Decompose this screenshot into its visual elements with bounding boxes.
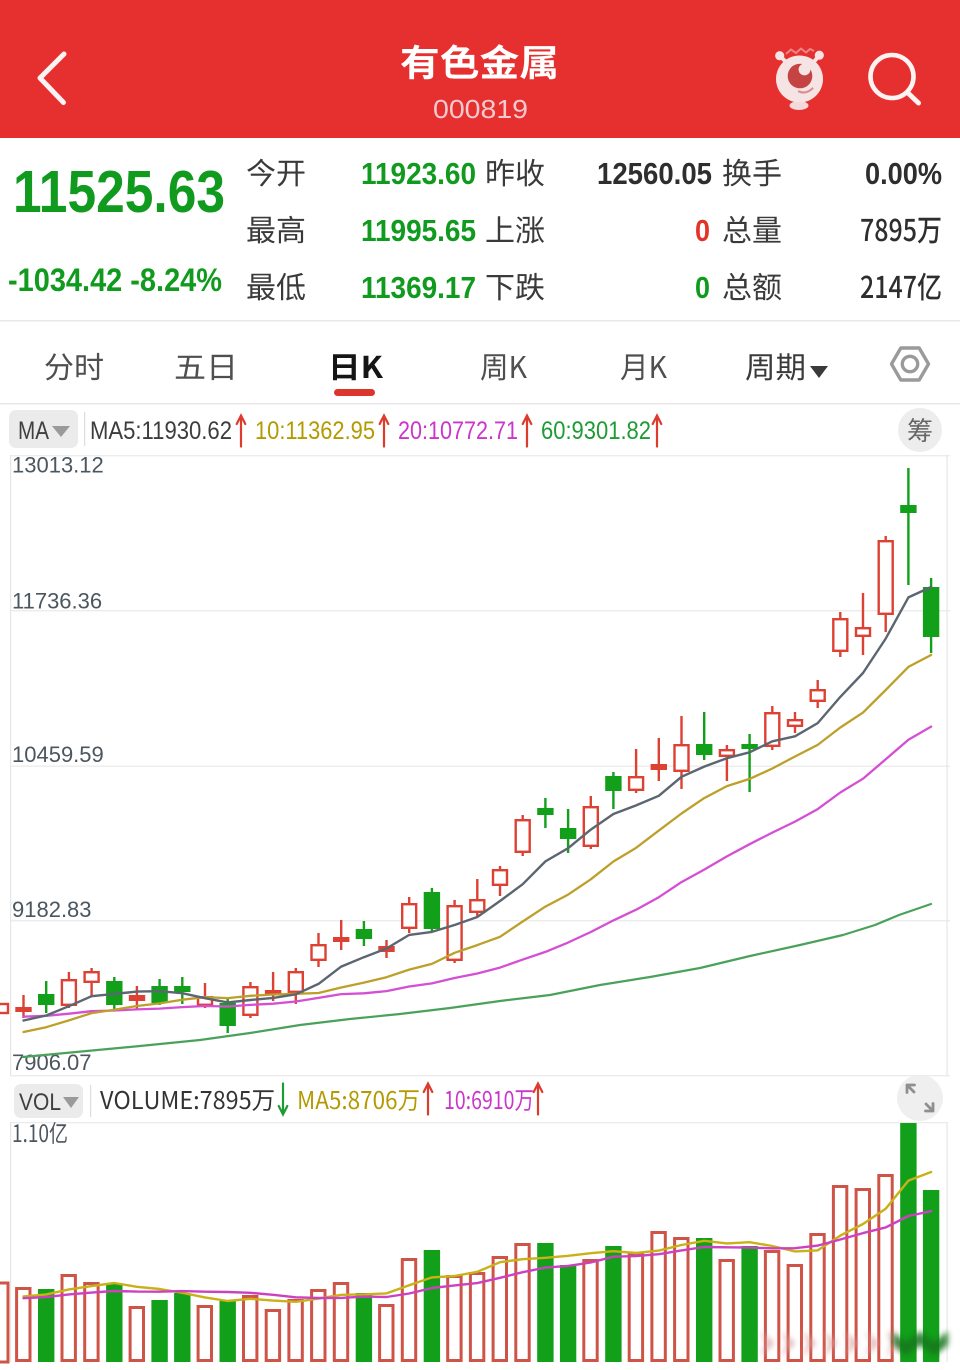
svg-text:000819: 000819 xyxy=(433,94,528,124)
svg-text:9182.83: 9182.83 xyxy=(12,897,92,922)
svg-text:12560.05: 12560.05 xyxy=(597,156,712,191)
svg-text:11995.65: 11995.65 xyxy=(361,213,476,248)
svg-text:0: 0 xyxy=(695,213,710,248)
svg-text:60:9301.82: 60:9301.82 xyxy=(541,417,651,445)
svg-text:10459.59: 10459.59 xyxy=(12,742,104,767)
svg-text:0.00%: 0.00% xyxy=(865,156,942,191)
svg-text:11369.17: 11369.17 xyxy=(361,270,476,305)
svg-text:0: 0 xyxy=(695,270,710,305)
svg-text:MA5:11930.62: MA5:11930.62 xyxy=(90,417,232,445)
svg-text:11736.36: 11736.36 xyxy=(12,589,102,614)
svg-text:MA: MA xyxy=(18,417,49,445)
svg-text:13013.12: 13013.12 xyxy=(12,453,104,478)
svg-text:11525.63: 11525.63 xyxy=(13,159,225,225)
svg-text:11923.60: 11923.60 xyxy=(361,156,476,191)
svg-text:VOL: VOL xyxy=(19,1089,61,1116)
svg-text:-1034.42 -8.24%: -1034.42 -8.24% xyxy=(8,262,222,298)
svg-text:20:10772.71: 20:10772.71 xyxy=(398,417,518,445)
svg-text:10:11362.95: 10:11362.95 xyxy=(255,417,375,445)
